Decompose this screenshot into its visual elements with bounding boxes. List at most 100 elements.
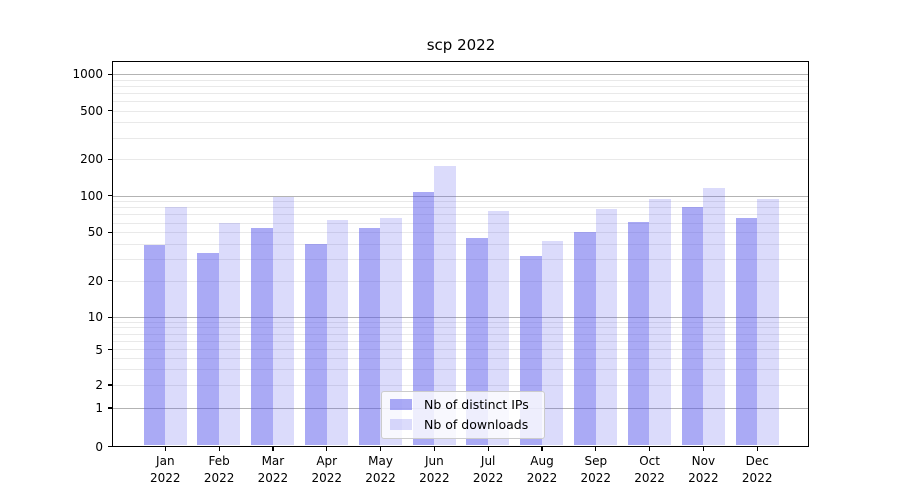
bar-downloads-apr [326,219,349,446]
gridline-3 [113,369,808,371]
gridline-6 [113,340,808,342]
y-tick-label-10: 10 [87,310,103,325]
gridline-100 [113,195,808,197]
y-tick-mark-500 [108,110,112,112]
gridline-5 [113,349,808,351]
bar-distinct-ips-oct [627,221,650,446]
bar-distinct-ips-mar [251,228,273,446]
legend-label-downloads: Nb of downloads [424,416,529,432]
y-tick-label-50: 50 [87,225,103,240]
bar-distinct-ips-sep [574,232,596,446]
gridline-9 [113,321,808,323]
y-tick-mark-0 [108,445,112,448]
y-tick-label-20: 20 [87,273,103,288]
bar-downloads-sep [595,209,618,446]
y-tick-label-1000: 1000 [72,67,103,82]
y-tick-mark-200 [108,158,112,160]
gridline-50 [113,232,808,234]
gridline-30 [113,259,808,261]
bar-distinct-ips-jan [143,245,166,446]
x-tick-label-jun: Jun 2022 [419,454,450,485]
gridline-60 [113,222,808,224]
bar-distinct-ips-apr [305,243,327,446]
gridline-500 [113,110,808,112]
gridline-7 [113,333,808,335]
bar-distinct-ips-may [358,228,381,446]
bar-downloads-mar [272,196,295,446]
gridline-90 [113,201,808,203]
x-tick-mark-jul [487,446,489,451]
x-tick-mark-jun [433,446,435,451]
legend-swatch-distinct-ips [390,399,412,410]
y-tick-mark-20 [108,280,112,282]
gridline-900 [113,79,808,81]
y-tick-mark-50 [108,231,112,233]
x-tick-label-oct: Oct 2022 [634,454,665,485]
y-tick-label-1: 1 [95,401,103,415]
bar-downloads-jul [487,211,510,446]
legend-item-downloads: Nb of downloads [390,416,536,432]
legend-label-distinct-ips: Nb of distinct IPs [424,396,529,412]
bar-downloads-jan [165,207,187,446]
x-tick-mark-sep [595,446,597,451]
bar-downloads-feb [218,222,241,446]
x-tick-label-apr: Apr 2022 [311,454,342,485]
bar-distinct-ips-dec [735,218,757,446]
x-tick-label-nov: Nov 2022 [688,454,719,485]
plot-area [112,60,809,447]
gridline-600 [113,101,808,103]
gridline-40 [113,243,808,245]
gridline-800 [113,85,808,87]
y-tick-label-200: 200 [80,152,103,167]
x-tick-mark-jan [164,446,166,451]
x-tick-label-feb: Feb 2022 [203,454,235,485]
gridline-200 [113,159,808,161]
y-tick-label-500: 500 [80,103,103,118]
legend-swatch-downloads [390,419,412,430]
gridline-20 [113,280,808,282]
gridline-1000 [113,74,808,76]
bar-downloads-nov [703,188,725,446]
chart-title: scp 2022 [426,36,496,54]
x-tick-mark-mar [272,446,274,451]
x-tick-mark-feb [218,446,220,451]
y-tick-mark-1000 [108,73,112,75]
gridline-400 [113,122,808,124]
x-tick-mark-apr [326,446,328,451]
x-tick-label-aug: Aug 2022 [526,454,558,485]
gridline-300 [113,137,808,139]
bar-downloads-jun [434,166,456,446]
gridline-2 [113,384,808,386]
y-tick-label-2: 2 [95,378,103,392]
y-tick-label-100: 100 [80,188,103,203]
y-tick-mark-2 [108,384,112,386]
gridline-10 [113,317,808,319]
y-tick-label-5: 5 [95,342,103,357]
gridline-8 [113,327,808,329]
x-tick-label-jul: Jul 2022 [472,454,504,485]
x-tick-mark-may [379,446,382,451]
x-tick-label-mar: Mar 2022 [257,454,289,485]
x-tick-mark-oct [648,446,651,451]
bar-downloads-oct [649,198,671,446]
x-tick-label-sep: Sep 2022 [580,454,612,485]
y-tick-mark-5 [108,348,112,351]
gridline-70 [113,214,808,216]
gridline-80 [113,207,808,209]
y-tick-mark-10 [108,316,112,318]
x-tick-label-jan: Jan 2022 [150,454,181,485]
legend-item-distinct-ips: Nb of distinct IPs [390,396,536,412]
bar-distinct-ips-nov [681,207,704,446]
y-tick-mark-100 [108,195,112,197]
x-tick-mark-nov [702,446,704,451]
x-tick-label-dec: Dec 2022 [741,454,773,485]
legend: Nb of distinct IPs Nb of downloads [381,390,545,439]
bar-downloads-dec [757,198,779,446]
bar-downloads-may [380,218,402,446]
gridline-4 [113,357,808,359]
x-tick-mark-aug [541,446,543,451]
gridline-700 [113,92,808,94]
x-tick-label-may: May 2022 [365,454,396,485]
y-tick-label-0: 0 [95,439,103,454]
